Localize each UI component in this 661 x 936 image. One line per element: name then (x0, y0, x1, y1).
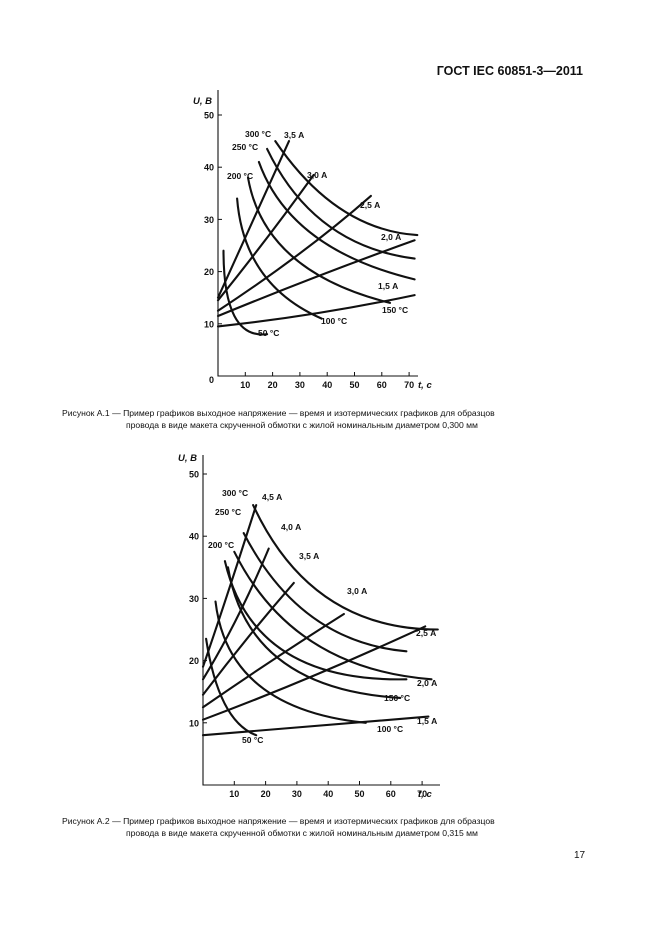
series-label-250: 250 °С (215, 507, 241, 517)
series-label-20: 2,0 А (381, 232, 401, 242)
figure-a2-caption-line2: провода в виде макета скрученной обмотки… (126, 828, 478, 838)
series-line-150 (226, 566, 402, 699)
y-tick-label: 50 (204, 111, 214, 121)
figure-A1-chart: 10 20 30 40 50 10 20 30 40 50 60 70 0 U, В t, с 3,5 А 3,… (193, 90, 432, 391)
chart-axes (202, 455, 440, 786)
x-tick-label: 20 (268, 380, 278, 390)
x-tick-label: 20 (261, 789, 271, 799)
series-line-25 (201, 625, 427, 721)
x-tick-label: 50 (349, 380, 359, 390)
chart-axes (217, 90, 418, 377)
series-line-35 (201, 581, 295, 696)
series-line-200 (223, 560, 408, 681)
x-tick-label: 70 (404, 380, 414, 390)
series-line-45 (201, 504, 258, 668)
series-line-35 (216, 140, 291, 299)
series-line-15 (216, 294, 416, 328)
series-label-300: 300 °С (222, 488, 248, 498)
y-tick-label: 20 (189, 656, 199, 666)
series-line-20 (233, 550, 433, 681)
x-tick-label: 60 (386, 789, 396, 799)
series-label-100: 100 °С (321, 316, 347, 326)
y-tick-label: 10 (204, 319, 214, 329)
series-label-50: 50 °С (258, 328, 279, 338)
series-label-20: 2,0 А (417, 678, 437, 688)
figure-a2-caption: Рисунок А.2 — Пример графиков выходное н… (62, 815, 602, 839)
series-line-25 (216, 194, 372, 312)
x-tick-label: 40 (323, 789, 333, 799)
y-axis-title: U, В (193, 96, 212, 107)
figure-a2-caption-line1: Рисунок А.2 — Пример графиков выходное н… (62, 816, 495, 826)
series-line-250 (242, 532, 408, 653)
y-tick-label: 40 (189, 532, 199, 542)
x-axis-title: t, с (418, 789, 432, 800)
series-line-300 (252, 504, 439, 631)
series-label-250: 250 °С (232, 142, 258, 152)
series-line-15 (201, 715, 430, 737)
series-line-100 (214, 600, 367, 724)
series-line-300 (274, 140, 419, 237)
series-line-50 (222, 249, 269, 336)
series-label-15: 1,5 А (378, 281, 398, 291)
y-tick-label: 10 (189, 718, 199, 728)
series-label-300: 300 °С (245, 129, 271, 139)
series-line-250 (266, 147, 416, 260)
y-tick-label: 20 (204, 267, 214, 277)
x-tick-label: 30 (292, 789, 302, 799)
series-label-40: 4,0 А (281, 522, 301, 532)
series-label-30: 3,0 А (347, 586, 367, 596)
series-label-50: 50 °С (242, 735, 263, 745)
series-label-45: 4,5 А (262, 492, 282, 502)
series-label-25: 2,5 А (416, 628, 436, 638)
document-header: ГОСТ IEC 60851-3—2011 (436, 64, 583, 78)
series-label-15: 1,5 А (417, 716, 437, 726)
series-label-25: 2,5 А (360, 200, 380, 210)
series-line-30 (216, 173, 315, 302)
x-tick-label: 30 (295, 380, 305, 390)
y-tick-label: 30 (189, 594, 199, 604)
x-tick-label: 10 (229, 789, 239, 799)
y-tick-label: 40 (204, 163, 214, 173)
series-label-150: 150 °С (382, 305, 408, 315)
figure-a1-caption-line1: Рисунок А.1 — Пример графиков выходное н… (62, 408, 495, 418)
series-label-200: 200 °С (208, 540, 234, 550)
figure-a1-caption: Рисунок А.1 — Пример графиков выходное н… (62, 407, 602, 431)
figure-a1-caption-line2: провода в виде макета скрученной обмотки… (126, 420, 478, 430)
y-tick-label: 30 (204, 215, 214, 225)
series-line-50 (205, 637, 258, 737)
page-number: 17 (574, 850, 586, 861)
origin-label: 0 (209, 375, 214, 385)
series-label-35: 3,5 А (299, 551, 319, 561)
series-label-150: 150 °С (384, 693, 410, 703)
series-label-200: 200 °С (227, 171, 253, 181)
x-axis-title: t, с (418, 380, 432, 391)
figure-A2-chart: 10 20 30 40 50 10 20 30 40 50 60 70 U, В t, с 4,5 А 4,0… (178, 453, 440, 800)
series-line-20 (216, 239, 416, 318)
x-tick-label: 60 (377, 380, 387, 390)
x-tick-label: 10 (240, 380, 250, 390)
y-axis-title: U, В (178, 453, 197, 464)
series-line-200 (257, 160, 416, 281)
series-line-100 (236, 197, 323, 320)
series-label-30: 3,0 А (307, 170, 327, 180)
series-label-35: 3,5 А (284, 130, 304, 140)
x-tick-label: 40 (322, 380, 332, 390)
series-label-100: 100 °С (377, 724, 403, 734)
series-line-150 (246, 176, 392, 304)
x-tick-label: 70 (417, 789, 427, 799)
y-tick-label: 50 (189, 470, 199, 480)
x-tick-label: 50 (354, 789, 364, 799)
